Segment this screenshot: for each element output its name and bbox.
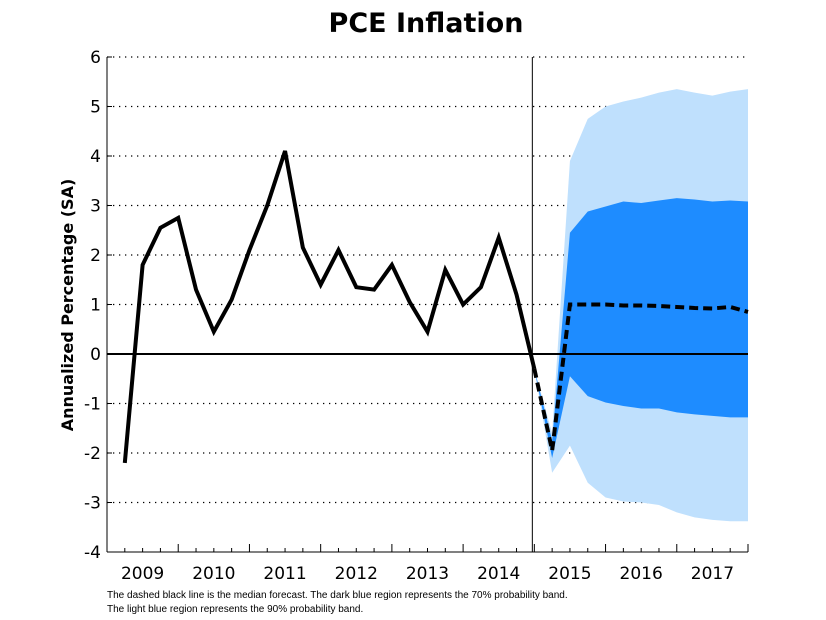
footnote-line-2: The light blue region represents the 90%…: [107, 604, 364, 615]
y-tick-label: 6: [90, 48, 101, 68]
axes: [106, 56, 749, 553]
x-tick-label: 2017: [691, 564, 734, 584]
x-tick-label: 2009: [121, 564, 164, 584]
y-tick-label: -1: [84, 395, 101, 415]
x-tick-label: 2010: [192, 564, 235, 584]
y-axis-label: Annualized Percentage (SA): [58, 179, 77, 432]
band-70: [534, 198, 748, 458]
history-line: [122, 150, 537, 464]
y-tick-label: 0: [90, 345, 101, 365]
x-tick-label: 2012: [335, 564, 378, 584]
y-tick-label: -4: [84, 543, 101, 563]
y-tick-label: 5: [90, 98, 101, 118]
y-tick-label: 3: [90, 197, 101, 217]
x-tick-label: 2014: [477, 564, 520, 584]
x-tick-label: 2013: [406, 564, 449, 584]
x-tick-label: 2015: [548, 564, 591, 584]
median-forecast-line: [532, 302, 749, 451]
x-tick-labels: 2009 2010 2011 2012 2013 2014 2015 2016 2017: [121, 564, 734, 584]
y-tick-label: -2: [84, 444, 101, 464]
chart-title: PCE Inflation: [329, 8, 524, 39]
x-tick-label: 2016: [620, 564, 663, 584]
y-tick-labels: -4 -3 -2 -1 0 1 2 3 4 5 6: [84, 48, 101, 563]
y-tick-label: -3: [84, 494, 101, 514]
footnote-line-1: The dashed black line is the median fore…: [107, 590, 568, 601]
y-tick-label: 2: [90, 246, 101, 266]
y-tick-label: 4: [90, 147, 101, 167]
series-lines: [107, 57, 749, 552]
y-tick-label: 1: [90, 296, 101, 316]
x-tick-label: 2011: [263, 564, 306, 584]
